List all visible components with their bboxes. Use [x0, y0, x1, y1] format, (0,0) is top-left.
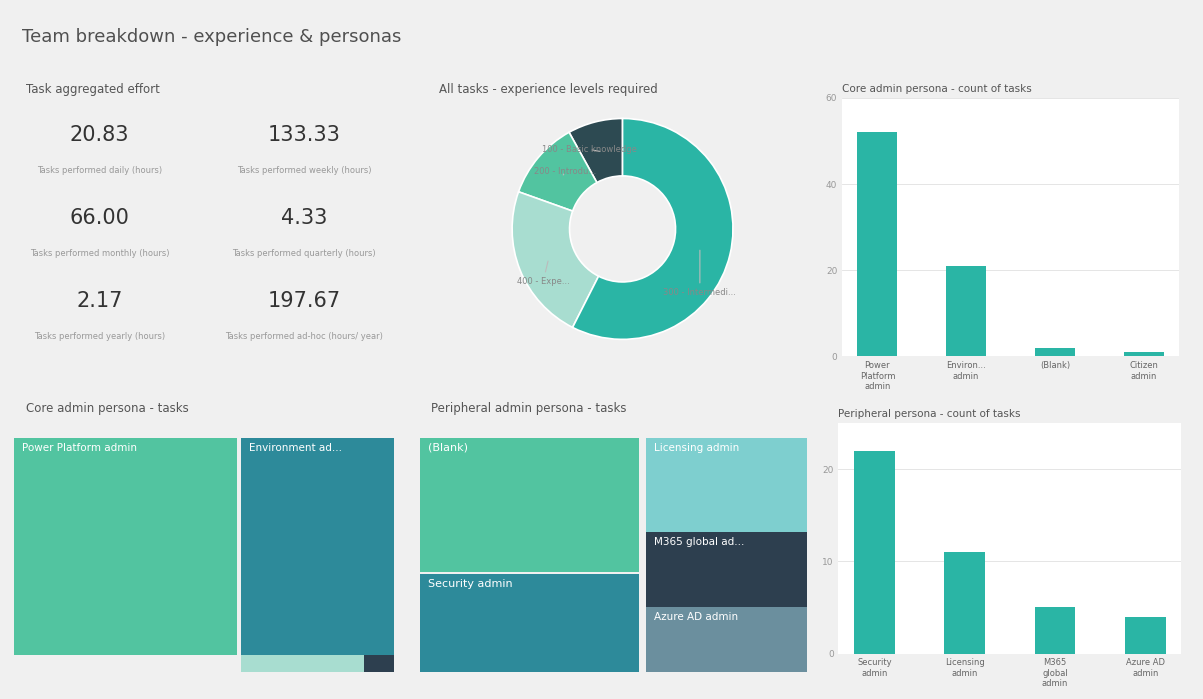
Text: Licensing admin: Licensing admin: [654, 443, 740, 453]
Wedge shape: [518, 132, 597, 211]
Text: 400 - Expe...: 400 - Expe...: [516, 261, 569, 287]
Text: Power Platform admin: Power Platform admin: [22, 443, 137, 453]
Text: Tasks performed weekly (hours): Tasks performed weekly (hours): [237, 166, 372, 175]
Text: 20.83: 20.83: [70, 125, 130, 145]
Text: Peripheral admin persona - tasks: Peripheral admin persona - tasks: [431, 402, 627, 415]
Bar: [1035, 607, 1075, 654]
Bar: [646, 438, 807, 532]
Text: Tasks performed monthly (hours): Tasks performed monthly (hours): [30, 249, 170, 258]
Bar: [858, 132, 897, 356]
Text: Tasks performed ad-hoc (hours/ year): Tasks performed ad-hoc (hours/ year): [225, 332, 383, 341]
Bar: [854, 451, 895, 654]
Bar: [420, 574, 639, 672]
Text: 197.67: 197.67: [267, 291, 340, 311]
Bar: [1035, 348, 1074, 356]
Text: 100 - Basic knowledge: 100 - Basic knowledge: [543, 145, 636, 154]
Bar: [1125, 617, 1166, 654]
Text: Core admin persona - tasks: Core admin persona - tasks: [25, 402, 188, 415]
Bar: [1124, 352, 1163, 356]
Bar: [241, 438, 395, 655]
Bar: [420, 436, 639, 572]
Bar: [646, 607, 807, 672]
Text: 133.33: 133.33: [268, 125, 340, 145]
Text: (Blank): (Blank): [427, 443, 468, 453]
Bar: [646, 532, 807, 607]
Text: 66.00: 66.00: [70, 208, 130, 228]
Text: Peripheral persona - count of tasks: Peripheral persona - count of tasks: [838, 410, 1021, 419]
Text: Core admin persona - count of tasks: Core admin persona - count of tasks: [842, 85, 1032, 94]
Text: Team breakdown - experience & personas: Team breakdown - experience & personas: [22, 27, 401, 45]
Text: Azure AD admin: Azure AD admin: [654, 612, 739, 621]
Text: 2.17: 2.17: [77, 291, 123, 311]
Bar: [14, 438, 237, 655]
Bar: [944, 552, 985, 654]
Text: M365 global ad...: M365 global ad...: [654, 537, 745, 547]
Text: 4.33: 4.33: [282, 208, 327, 228]
Text: 200 - Introdu...: 200 - Introdu...: [534, 167, 597, 176]
Text: Task aggregated effort: Task aggregated effort: [26, 82, 160, 96]
Text: Tasks performed daily (hours): Tasks performed daily (hours): [37, 166, 162, 175]
Text: Tasks performed quarterly (hours): Tasks performed quarterly (hours): [232, 249, 375, 258]
Wedge shape: [573, 118, 733, 340]
Text: Tasks performed yearly (hours): Tasks performed yearly (hours): [34, 332, 165, 341]
Wedge shape: [512, 192, 599, 327]
Text: 300 - Intermedi...: 300 - Intermedi...: [663, 250, 736, 298]
Text: Security admin: Security admin: [427, 579, 512, 589]
Bar: [241, 655, 363, 672]
Bar: [363, 655, 395, 672]
Bar: [947, 266, 986, 356]
Wedge shape: [569, 118, 623, 182]
Text: Environment ad...: Environment ad...: [249, 443, 342, 453]
Text: All tasks - experience levels required: All tasks - experience levels required: [439, 82, 658, 96]
